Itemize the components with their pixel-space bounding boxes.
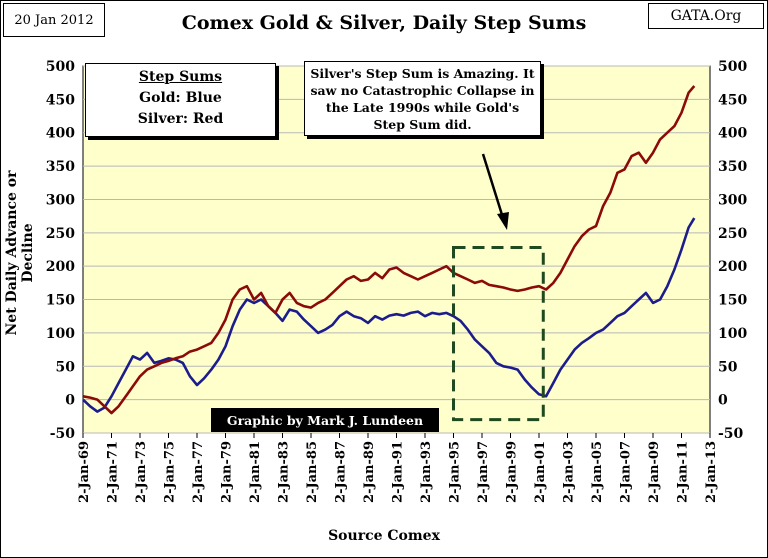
x-tick-label: 2-Jan-99 [505, 441, 520, 503]
legend-heading: Step Sums [138, 69, 223, 85]
credit-label: Graphic by Mark J. Lundeen [211, 408, 439, 432]
legend-gold: Gold: Blue [139, 90, 222, 106]
x-tick-label: 2-Jan-07 [619, 441, 634, 503]
y-tick-label-left: 450 [46, 92, 75, 108]
y-tick-label-right: 250 [718, 226, 747, 242]
y-tick-label-left: 250 [46, 226, 75, 242]
source-label: GATA.Org [648, 3, 764, 29]
y-tick-label-right: 300 [718, 192, 747, 208]
annotation-arrow-shaft [481, 153, 505, 219]
x-tick-label: 2-Jan-71 [106, 441, 121, 503]
legend-silver: Silver: Red [137, 111, 224, 127]
x-tick-label: 2-Jan-11 [676, 441, 691, 503]
y-tick-label-left: 500 [46, 59, 75, 75]
x-tick-label: 2-Jan-91 [391, 441, 406, 503]
y-tick-label-left: 50 [56, 359, 76, 375]
y-tick-label-left: 300 [46, 192, 75, 208]
y-tick-label-right: 500 [718, 59, 747, 75]
x-tick-label: 2-Jan-79 [220, 441, 235, 503]
x-tick-label: 2-Jan-97 [476, 441, 491, 503]
x-tick-label: 2-Jan-69 [77, 441, 92, 503]
legend: Step Sums Gold: Blue Silver: Red [85, 63, 276, 137]
x-tick-label: 2-Jan-87 [334, 441, 349, 503]
y-tick-label-left: 100 [46, 326, 75, 342]
x-tick-label: 2-Jan-81 [248, 441, 263, 503]
chart-title: Comex Gold & Silver, Daily Step Sums [181, 12, 587, 34]
x-tick-label: 2-Jan-85 [305, 441, 320, 503]
y-tick-label-left: -50 [50, 426, 76, 442]
highlight-box [452, 245, 545, 422]
x-tick-label: 2-Jan-83 [277, 441, 292, 503]
y-tick-label-left: 150 [46, 293, 75, 309]
y-tick-label-left: 350 [46, 159, 75, 175]
x-tick-label: 2-Jan-95 [448, 441, 463, 503]
y-tick-label-right: 350 [718, 159, 747, 175]
y-tick-label-right: 100 [718, 326, 747, 342]
y-tick-label-right: 50 [718, 359, 738, 375]
series-line-silver [82, 85, 696, 415]
y-tick-label-left: 400 [46, 126, 75, 142]
annotation-arrow-head [497, 212, 509, 230]
y-tick-label-right: 450 [718, 92, 747, 108]
y-tick-label-right: -50 [718, 426, 744, 442]
y-tick-label-right: 400 [718, 126, 747, 142]
y-axis-title: Net Daily Advance or Decline [4, 170, 36, 336]
y-tick-label-left: 200 [46, 259, 75, 275]
y-tick-label-left: 0 [65, 393, 75, 409]
x-tick-label: 2-Jan-09 [647, 441, 662, 503]
series-line-gold [82, 217, 696, 413]
y-tick-label-right: 150 [718, 293, 747, 309]
x-tick-label: 2-Jan-13 [704, 441, 719, 503]
x-tick-label: 2-Jan-03 [562, 441, 577, 503]
x-tick-label: 2-Jan-01 [533, 441, 548, 503]
x-tick-label: 2-Jan-93 [419, 441, 434, 503]
x-tick-label: 2-Jan-75 [163, 441, 178, 503]
y-tick-label-right: 200 [718, 259, 747, 275]
x-tick-label: 2-Jan-05 [590, 441, 605, 503]
x-tick-label: 2-Jan-89 [362, 441, 377, 503]
x-tick-label: 2-Jan-73 [134, 441, 149, 503]
y-tick-label-right: 0 [718, 393, 728, 409]
annotation-note: Silver's Step Sum is Amazing. It saw no … [304, 61, 541, 136]
date-label: 20 Jan 2012 [3, 3, 105, 37]
x-axis-title: Source Comex [328, 528, 440, 544]
x-tick-label: 2-Jan-77 [191, 441, 206, 503]
